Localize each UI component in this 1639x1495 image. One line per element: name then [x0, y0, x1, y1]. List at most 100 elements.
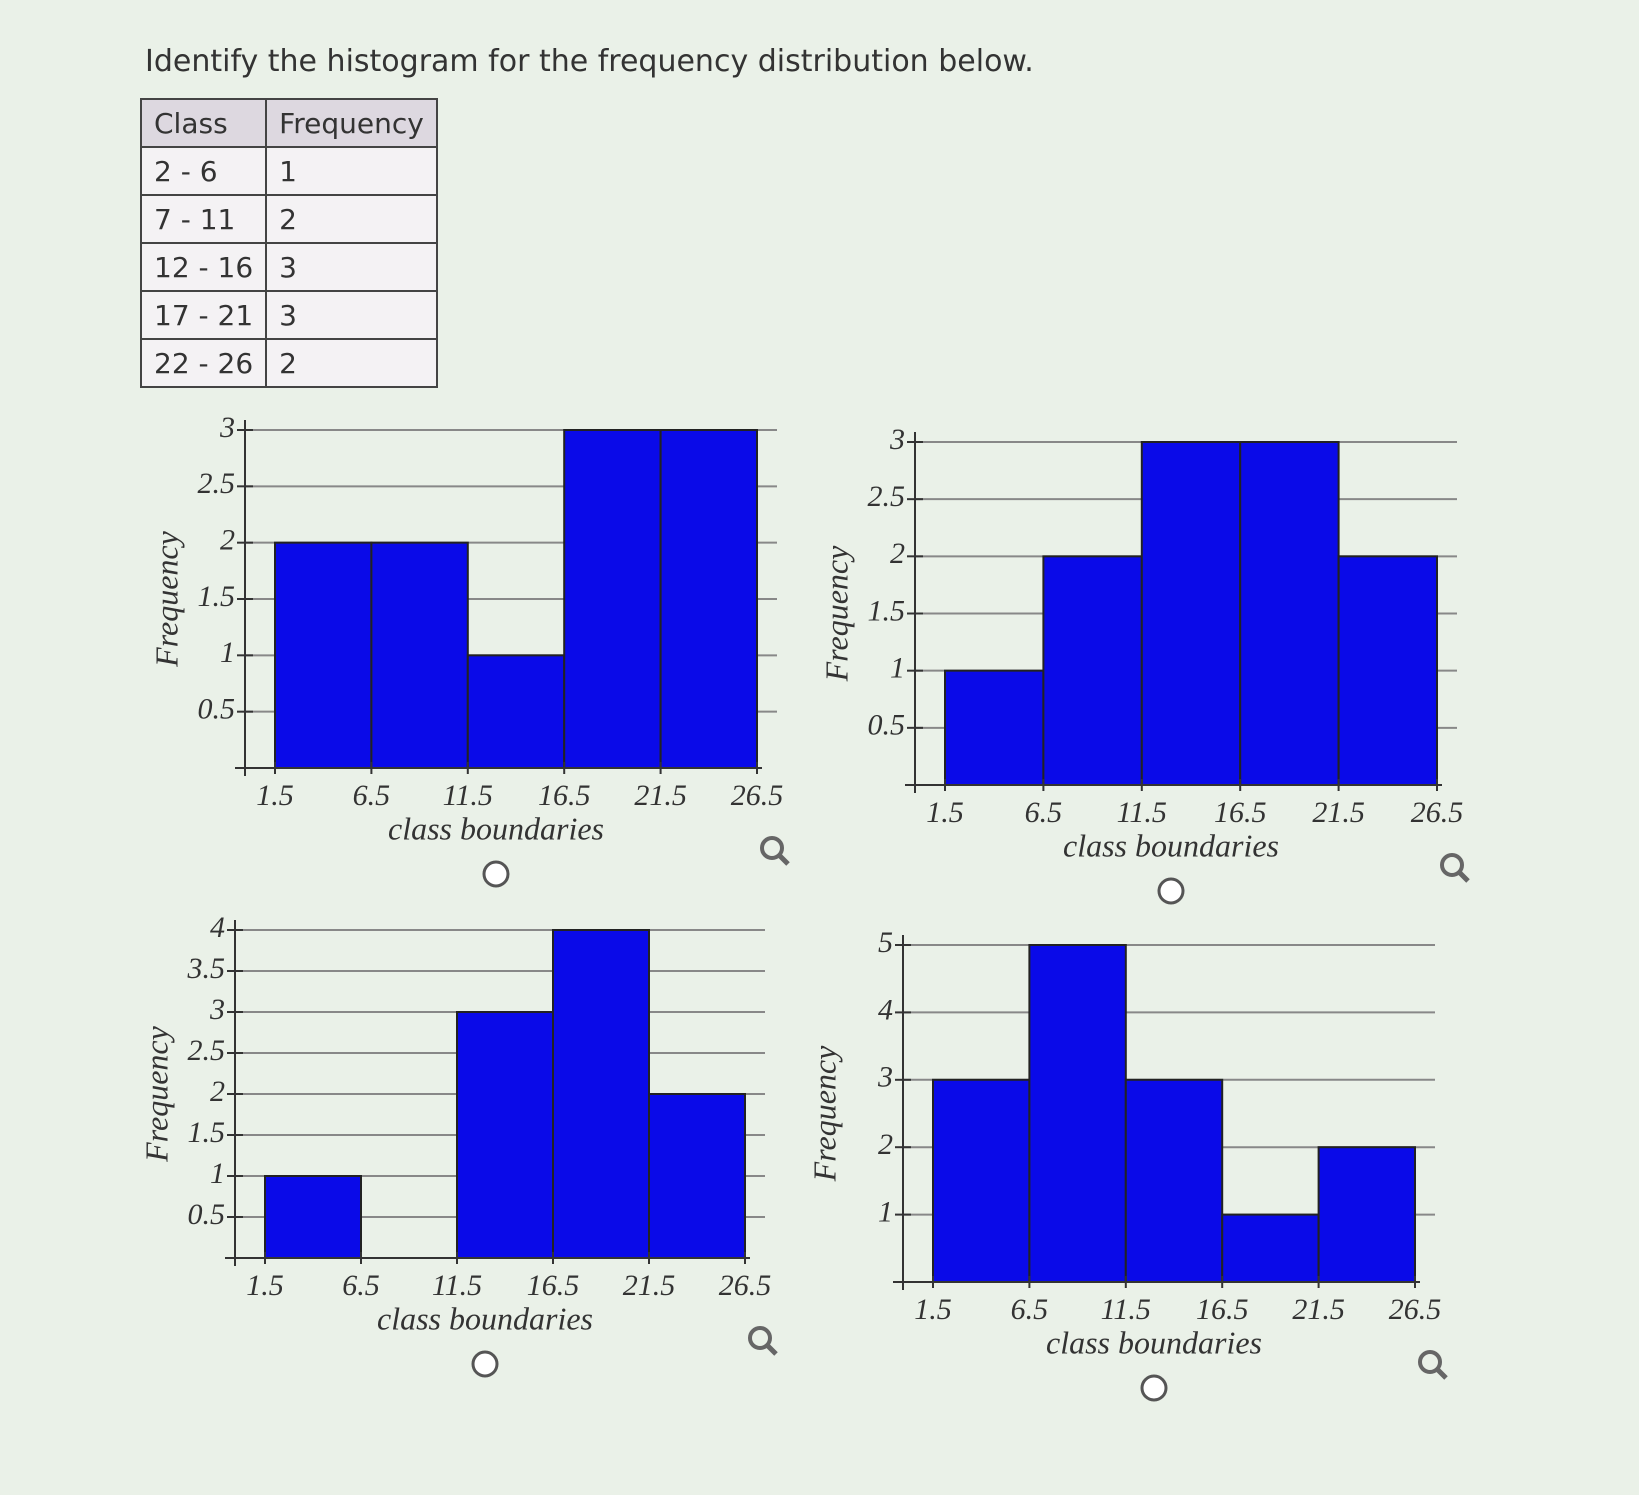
- y-tick-label: 1: [220, 636, 235, 669]
- x-tick-label: 6.5: [1011, 1293, 1049, 1326]
- y-tick-label: 4: [210, 911, 225, 944]
- table-cell: 1: [265, 146, 438, 196]
- bar: [563, 429, 662, 769]
- x-tick-label: 16.5: [1214, 796, 1267, 829]
- table-row: 22 - 26 2: [139, 338, 438, 388]
- x-tick-label: 21.5: [634, 779, 687, 812]
- zoom-icon[interactable]: [760, 836, 790, 866]
- x-tick-label: 26.5: [719, 1269, 772, 1302]
- bar: [1124, 1078, 1224, 1284]
- x-tick-label: 21.5: [623, 1269, 676, 1302]
- x-tick-label: 11.5: [1101, 1293, 1151, 1326]
- table-cell: 12 - 16: [139, 242, 268, 292]
- bar: [456, 1011, 554, 1259]
- y-tick-label: 1: [890, 652, 905, 685]
- y-tick-label: 0.5: [868, 709, 906, 742]
- header-cell: Class: [139, 98, 268, 148]
- y-tick-label: 1.5: [188, 1116, 226, 1149]
- zoom-handle: [777, 853, 790, 866]
- y-tick-label: 0.5: [198, 693, 236, 726]
- y-tick-label: 2: [210, 1075, 225, 1108]
- y-tick-label: 1: [878, 1195, 893, 1228]
- x-tick-label: 6.5: [353, 779, 391, 812]
- zoom-lens: [760, 836, 784, 860]
- table-cell: 2 - 6: [139, 146, 268, 196]
- y-tick-label: 1.5: [868, 594, 906, 627]
- y-tick-label: 3: [889, 423, 905, 456]
- x-tick-label: 21.5: [1292, 1293, 1345, 1326]
- zoom-icon[interactable]: [748, 1326, 778, 1356]
- bar: [932, 1078, 1031, 1284]
- question: Identify the histogram for the frequency…: [145, 44, 1034, 79]
- bar: [370, 541, 469, 770]
- y-tick-label: 3: [877, 1061, 893, 1094]
- x-axis-label: class boundaries: [388, 810, 604, 846]
- y-axis-label: Frequency: [818, 545, 854, 682]
- y-tick-label: 1: [210, 1157, 225, 1190]
- bar: [944, 669, 1045, 787]
- bar: [1221, 1213, 1320, 1283]
- y-tick-label: 2: [890, 537, 905, 570]
- y-tick-label: 3.5: [187, 952, 226, 985]
- x-tick-label: 11.5: [432, 1269, 482, 1302]
- x-tick-label: 11.5: [443, 779, 493, 812]
- radio-button[interactable]: [1157, 877, 1185, 905]
- radio-button[interactable]: [1140, 1374, 1168, 1402]
- x-tick-label: 6.5: [342, 1269, 380, 1302]
- table-header: Class Frequency: [139, 98, 438, 148]
- x-axis-label: class boundaries: [1046, 1324, 1262, 1360]
- y-tick-label: 3: [209, 993, 225, 1026]
- table-cell: 2: [265, 194, 438, 244]
- y-tick-label: 2.5: [198, 467, 236, 500]
- y-axis-label: Frequency: [148, 530, 184, 667]
- radio-button[interactable]: [471, 1350, 499, 1378]
- bar: [1028, 944, 1127, 1283]
- y-tick-label: 0.5: [188, 1198, 226, 1231]
- x-tick-label: 1.5: [256, 779, 294, 812]
- x-tick-label: 26.5: [1389, 1293, 1442, 1326]
- table-cell: 3: [265, 242, 438, 292]
- zoom-icon[interactable]: [1418, 1350, 1448, 1380]
- y-tick-label: 2: [220, 524, 235, 557]
- bar: [552, 929, 650, 1259]
- bar: [1140, 441, 1242, 786]
- x-axis-label: class boundaries: [1063, 827, 1279, 863]
- x-tick-label: 1.5: [926, 796, 964, 829]
- y-axis-label: Frequency: [806, 1045, 842, 1182]
- y-tick-label: 3: [219, 411, 235, 444]
- bar: [648, 1093, 746, 1259]
- y-axis-label: Frequency: [138, 1025, 174, 1162]
- table-row: 7 - 11 2: [139, 194, 438, 244]
- table-cell: 17 - 21: [139, 290, 268, 340]
- x-tick-label: 26.5: [1411, 796, 1464, 829]
- y-tick-label: 5: [878, 926, 893, 959]
- table-cell: 2: [265, 338, 438, 388]
- y-tick-label: 2.5: [188, 1034, 226, 1067]
- x-tick-label: 26.5: [731, 779, 784, 812]
- y-tick-label: 1.5: [198, 580, 236, 613]
- table-row: 12 - 16 3: [139, 242, 438, 292]
- x-tick-label: 6.5: [1025, 796, 1063, 829]
- bar: [274, 541, 373, 770]
- y-tick-label: 4: [878, 993, 893, 1026]
- x-tick-label: 21.5: [1312, 796, 1365, 829]
- bar: [1042, 555, 1143, 786]
- x-tick-label: 11.5: [1117, 796, 1167, 829]
- table-cell: 3: [265, 290, 438, 340]
- x-tick-label: 1.5: [246, 1269, 284, 1302]
- table-cell: 22 - 26: [139, 338, 268, 388]
- radio-button[interactable]: [482, 860, 510, 888]
- header-cell: Frequency: [265, 98, 438, 148]
- zoom-handle: [1435, 1367, 1448, 1380]
- zoom-lens: [748, 1326, 772, 1350]
- zoom-lens: [1440, 853, 1464, 877]
- zoom-handle: [765, 1343, 778, 1356]
- zoom-handle: [1457, 870, 1470, 883]
- bar: [264, 1175, 362, 1259]
- zoom-icon[interactable]: [1440, 853, 1470, 883]
- y-tick-label: 2: [878, 1128, 893, 1161]
